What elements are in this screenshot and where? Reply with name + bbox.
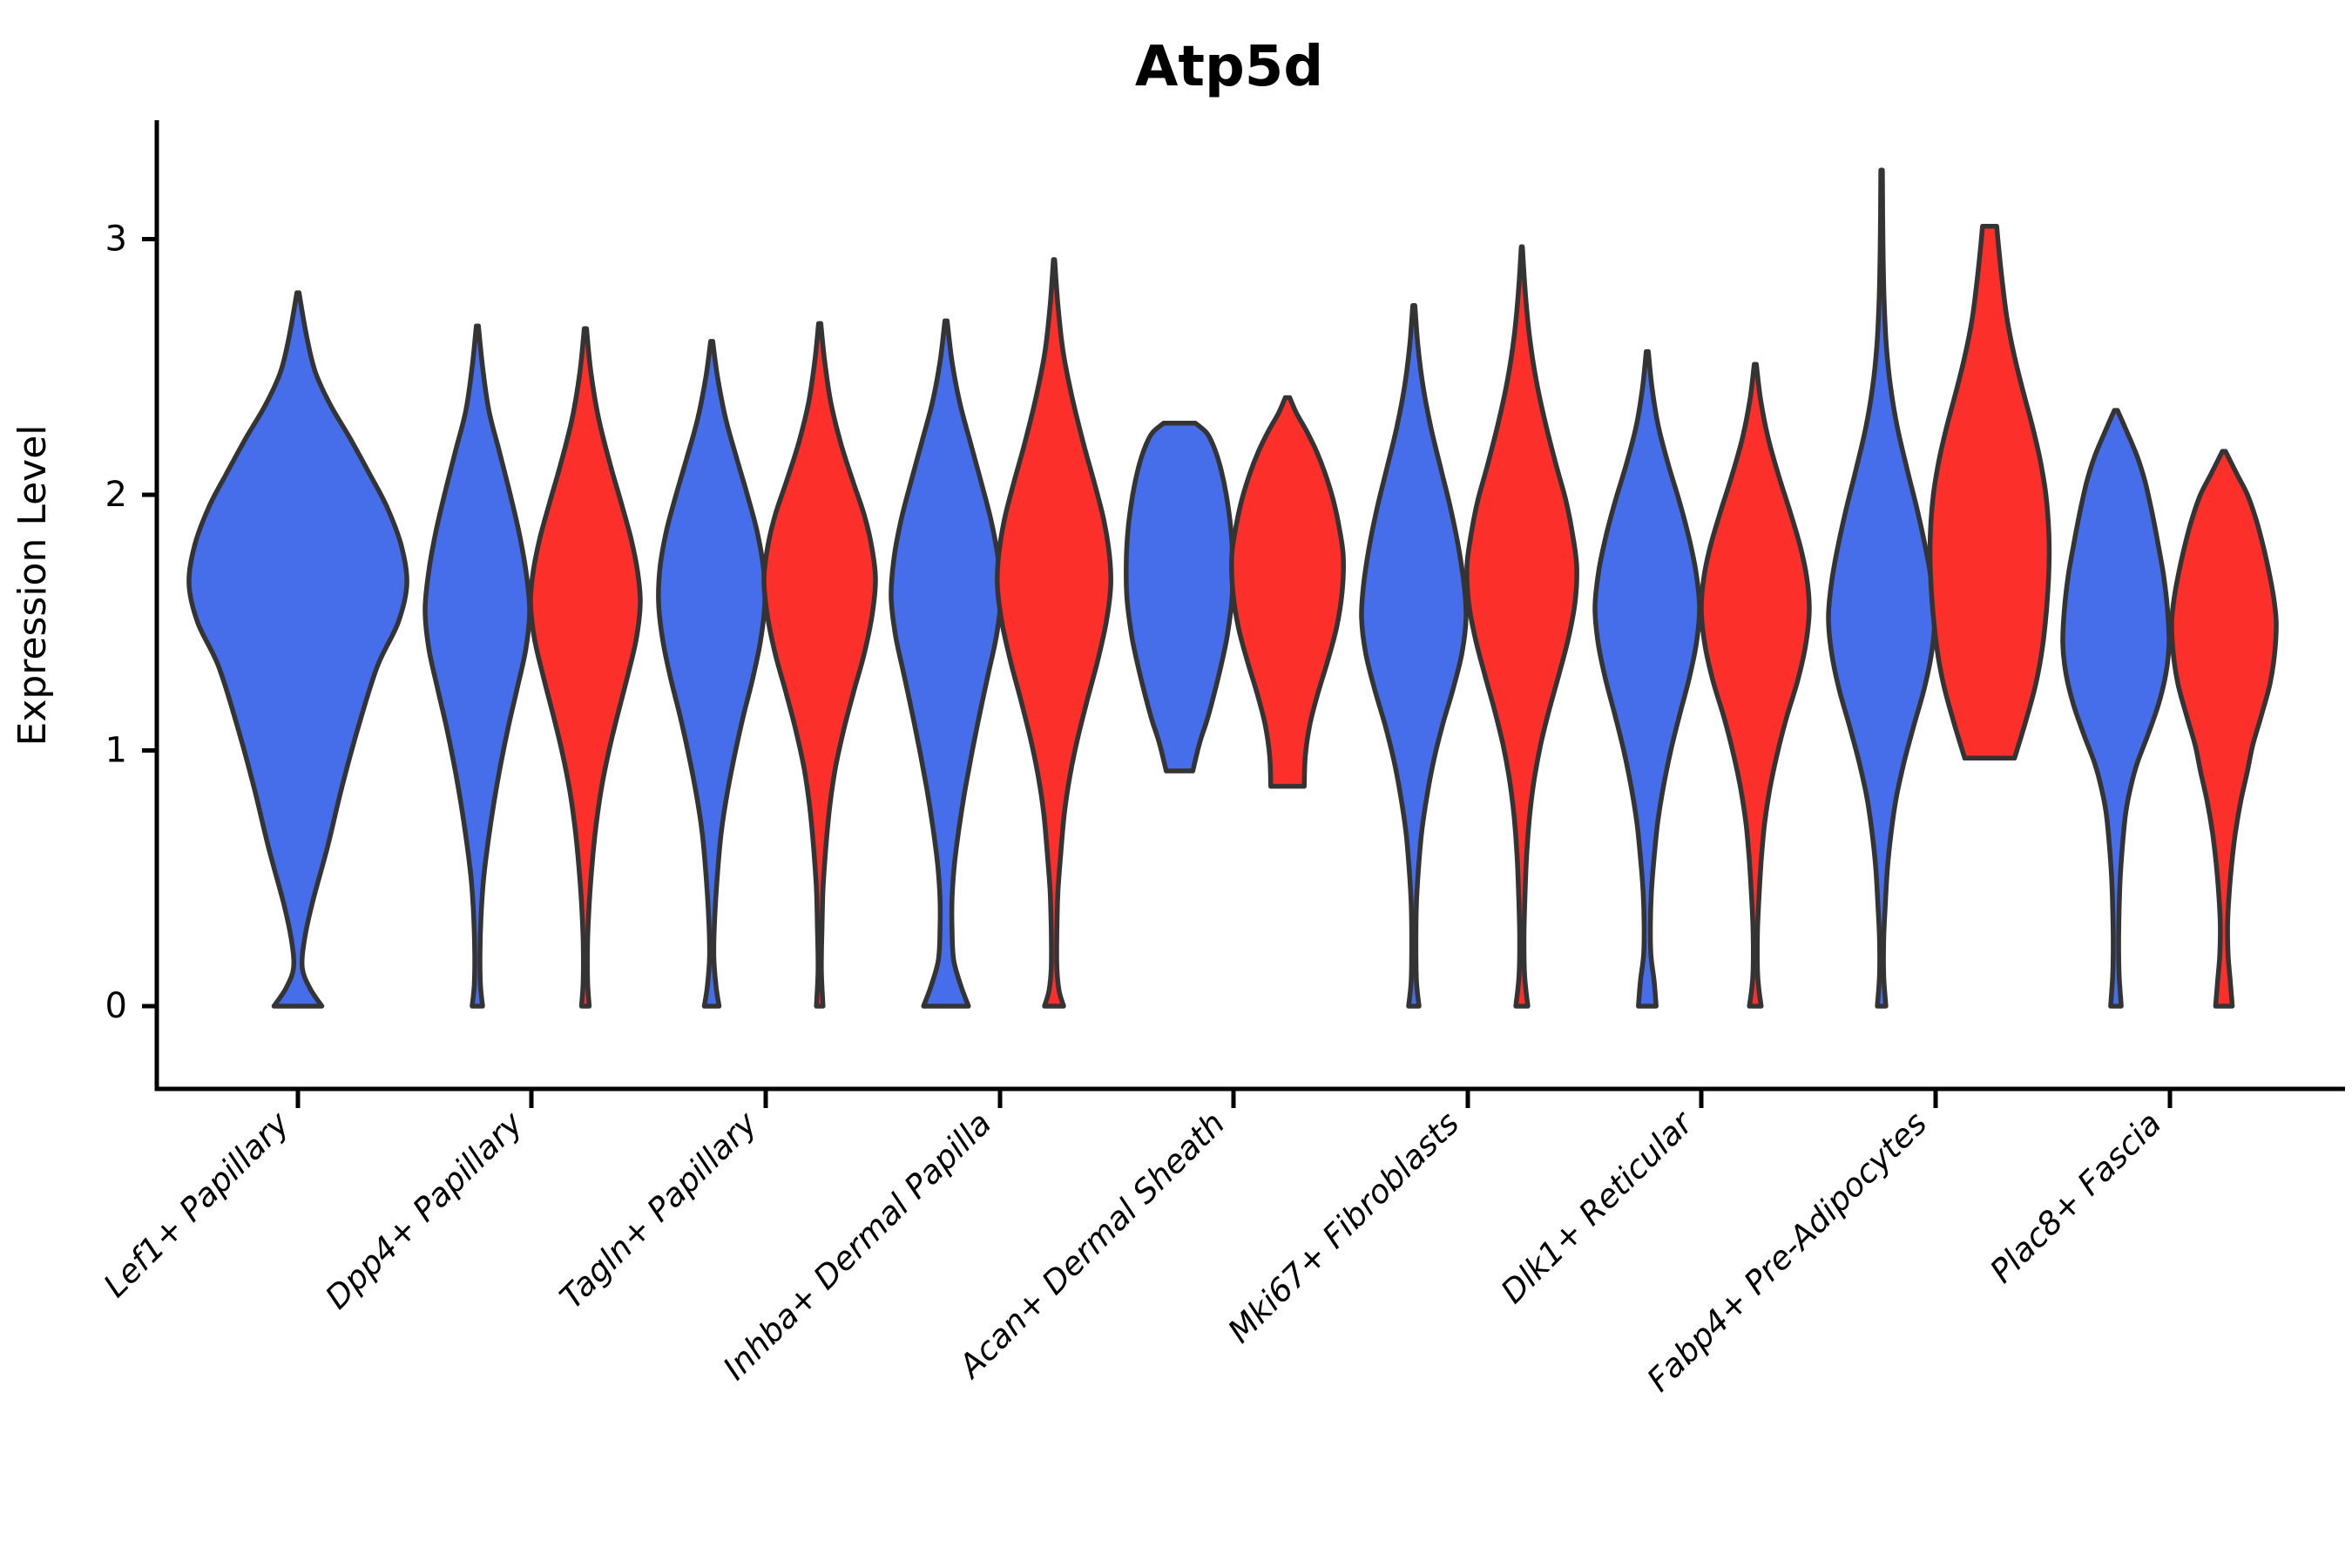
violin-5-red <box>1464 244 1579 1009</box>
y-tick-label: 2 <box>105 475 127 515</box>
violin-3-red <box>994 257 1114 1009</box>
violin-3-blue <box>889 318 1004 1009</box>
x-tick-label-0: Lef1+ Papillary <box>97 1104 297 1304</box>
x-tick-label-4: Acan+ Dermal Sheath <box>950 1105 1232 1386</box>
x-tick-label-7: Fabp4+ Pre-Adipocytes <box>1639 1105 1934 1399</box>
y-axis-ticks: 0 1 2 3 <box>105 220 157 1026</box>
violin-2-red <box>761 321 878 1009</box>
violin-2-blue <box>656 339 767 1009</box>
y-axis-label: Expression Level <box>10 425 55 747</box>
y-tick-label: 1 <box>105 731 127 771</box>
violin-series <box>186 167 2279 1009</box>
x-tick-label-1: Dpp4+ Papillary <box>318 1104 531 1316</box>
violin-4-red <box>1229 395 1346 789</box>
x-tick-label-6: Dlk1+ Reticular <box>1494 1103 1702 1311</box>
y-tick-label: 3 <box>105 220 127 260</box>
violin-8-red <box>2169 449 2279 1009</box>
axes <box>154 120 2345 1092</box>
x-axis-ticks: Lef1+ Papillary Dpp4+ Papillary Tagln+ Pap… <box>97 1089 2173 1399</box>
violin-7-blue <box>1826 167 1937 1009</box>
x-tick-label-8: Plac8+ Fascia <box>1983 1105 2168 1290</box>
violin-4-blue <box>1124 421 1235 774</box>
x-tick-label-5: Mki67+ Fibroblasts <box>1220 1105 1466 1350</box>
violin-0-blue <box>186 290 409 1009</box>
violin-6-blue <box>1592 348 1702 1009</box>
violin-8-blue <box>2060 408 2172 1009</box>
violin-5-blue <box>1359 303 1469 1009</box>
violin-1-red <box>528 326 643 1009</box>
violin-1-blue <box>422 323 532 1009</box>
violin-7-red <box>1927 224 2052 761</box>
x-tick-label-3: Inhba+ Dermal Papilla <box>716 1105 999 1388</box>
x-tick-label-2: Tagln+ Papillary <box>552 1104 765 1316</box>
chart-title: Atp5d <box>1135 35 1323 99</box>
violin-6-red <box>1699 362 1812 1009</box>
y-tick-label: 0 <box>105 986 127 1026</box>
